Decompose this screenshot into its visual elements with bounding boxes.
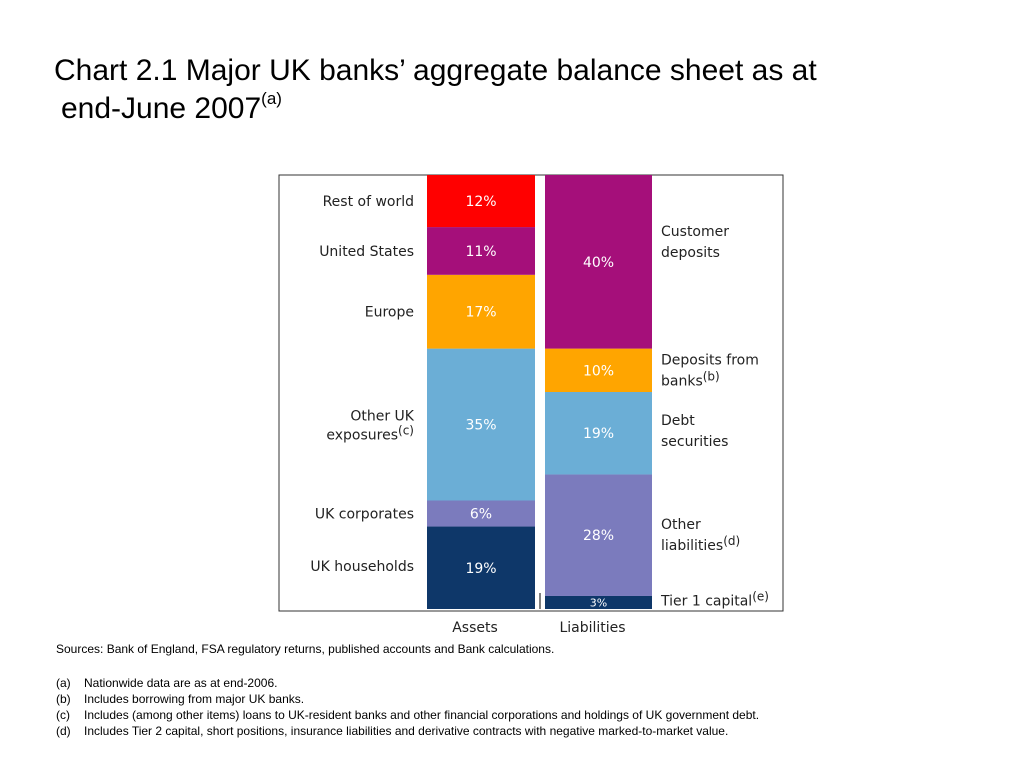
right-label-customer-deposits-line2: deposits: [661, 245, 720, 261]
right-label-deposits-from-banks-text: banks: [661, 373, 703, 389]
sources-note: Sources: Bank of England, FSA regulatory…: [56, 642, 555, 656]
footnote-text: Includes (among other items) loans to UK…: [84, 708, 760, 722]
left-labels-group: Rest of world United States Europe Other UK…: [310, 194, 414, 575]
liabilities-customer-deposits-bar: [545, 175, 652, 349]
footnote-key: (c): [56, 708, 70, 722]
title-footnote-marker: (a): [261, 89, 282, 108]
right-label-tier-1-capital-text: Tier 1 capital: [660, 593, 752, 609]
assets-united-states-value-label: 11%: [465, 244, 496, 260]
liabilities-debt-securities-bar: [545, 392, 652, 475]
right-label-other-liabilities-line2: liabilities(d): [661, 534, 740, 554]
assets-other-uk-exposures-bar: [427, 348, 535, 501]
left-label-europe: Europe: [365, 305, 414, 321]
category-label-assets: Assets: [452, 620, 498, 636]
right-label-tier-1-capital: Tier 1 capital(e): [660, 589, 769, 609]
right-label-other-liabilities-marker: (d): [723, 534, 740, 548]
right-label-debt-securities-line1: Debt: [661, 413, 695, 429]
left-label-united-states: United States: [319, 244, 414, 260]
right-label-deposits-from-banks-line1: Deposits from: [661, 352, 759, 368]
assets-uk-corporates-value-label: 6%: [470, 507, 492, 523]
right-label-deposits-from-banks-marker: (b): [703, 369, 720, 383]
right-label-tier-1-capital-marker: (e): [752, 589, 769, 603]
liabilities-customer-deposits-value-label: 40%: [583, 255, 614, 271]
assets-uk-corporates-bar: [427, 500, 535, 527]
assets-europe-bar: [427, 274, 535, 349]
right-label-debt-securities-text: securities: [661, 434, 728, 450]
liabilities-other-liabilities-value-label: 28%: [583, 528, 614, 544]
right-label-customer-deposits-text: deposits: [661, 245, 720, 261]
assets-uk-households-bar: [427, 526, 535, 609]
left-label-uk-corporates: UK corporates: [315, 507, 414, 523]
left-label-rest-of-world: Rest of world: [323, 194, 414, 210]
footnote-key: (b): [56, 692, 71, 706]
category-labels-group: Assets Liabilities: [452, 620, 625, 636]
bars-group: 19% 6% 35% 17% 11% 12% 3% 28% 19% 10% 40%: [427, 175, 652, 609]
footnote-key: (a): [56, 676, 71, 690]
right-label-other-liabilities-text: liabilities: [661, 538, 723, 554]
footnote-a: (a) Nationwide data are as at end-2006.: [56, 675, 996, 691]
assets-europe-value-label: 17%: [465, 305, 496, 321]
assets-rest-of-world-bar: [427, 175, 535, 228]
left-label-other-uk-exposures-marker: (c): [398, 424, 414, 438]
footnote-d: (d) Includes Tier 2 capital, short posit…: [56, 723, 996, 739]
chart-title-line2-text: end-June 2007: [61, 92, 262, 125]
left-label-other-uk-exposures-line2: exposures(c): [326, 424, 414, 444]
liabilities-tier-1-capital-bar: [545, 595, 652, 609]
category-label-liabilities: Liabilities: [559, 620, 625, 636]
footnote-text: Includes Tier 2 capital, short positions…: [84, 724, 729, 738]
footnotes: (a) Nationwide data are as at end-2006. …: [56, 675, 996, 739]
footnote-b: (b) Includes borrowing from major UK ban…: [56, 691, 996, 707]
chart-title-line1: Chart 2.1 Major UK banks’ aggregate bala…: [54, 54, 817, 87]
footnote-c: (c) Includes (among other items) loans t…: [56, 707, 996, 723]
assets-uk-households-value-label: 19%: [465, 561, 496, 577]
left-label-other-uk-exposures-line1: Other UK: [350, 409, 414, 425]
left-label-uk-households: UK households: [310, 559, 414, 575]
right-label-customer-deposits-line1: Customer: [661, 224, 729, 240]
chart-title: Chart 2.1 Major UK banks’ aggregate bala…: [54, 52, 994, 128]
liabilities-debt-securities-value-label: 19%: [583, 426, 614, 442]
right-label-deposits-from-banks-line2: banks(b): [661, 369, 720, 389]
right-label-other-liabilities-line1: Other: [661, 517, 701, 533]
liabilities-other-liabilities-bar: [545, 474, 652, 596]
liabilities-deposits-from-banks-bar: [545, 348, 652, 392]
assets-united-states-bar: [427, 227, 535, 275]
liabilities-tier-1-capital-value-label: 3%: [590, 596, 607, 609]
left-label-other-uk-exposures-text: exposures: [326, 428, 398, 444]
chart-title-line2: end-June 2007(a): [54, 90, 994, 128]
footnote-text: Nationwide data are as at end-2006.: [84, 676, 278, 690]
right-label-debt-securities-line2: securities: [661, 434, 728, 450]
assets-other-uk-exposures-value-label: 35%: [465, 418, 496, 434]
liabilities-deposits-from-banks-value-label: 10%: [583, 363, 614, 379]
footnote-text: Includes borrowing from major UK banks.: [84, 692, 305, 706]
footnote-key: (d): [56, 724, 71, 738]
assets-rest-of-world-value-label: 12%: [465, 194, 496, 210]
